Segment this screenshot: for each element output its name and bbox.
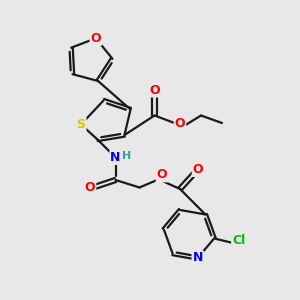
Text: S: S (76, 118, 85, 131)
Text: O: O (175, 116, 185, 130)
Text: O: O (91, 32, 101, 45)
Text: O: O (149, 83, 160, 97)
Text: Cl: Cl (232, 234, 245, 247)
Text: N: N (110, 151, 121, 164)
Text: H: H (122, 151, 131, 161)
Text: O: O (193, 163, 203, 176)
Text: O: O (85, 181, 95, 194)
Text: N: N (193, 251, 203, 265)
Text: O: O (157, 168, 167, 182)
